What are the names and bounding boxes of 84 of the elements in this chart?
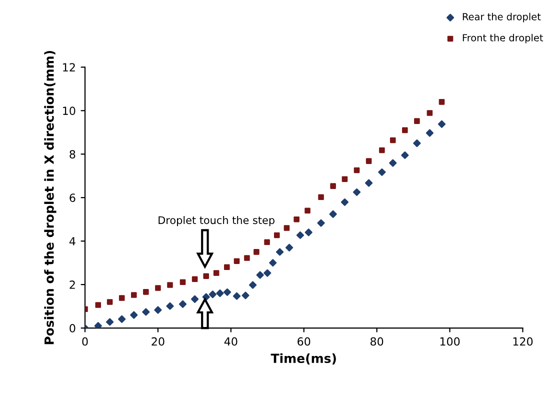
point: [304, 208, 310, 214]
point: [143, 289, 149, 295]
point: [118, 295, 125, 301]
y-tick-label: 6: [70, 194, 76, 202]
point: [208, 290, 216, 298]
point: [224, 264, 230, 270]
point: [294, 216, 300, 222]
point: [296, 231, 304, 240]
point: [304, 228, 312, 236]
point: [242, 292, 250, 300]
point: [203, 273, 210, 279]
point: [95, 302, 102, 308]
point: [414, 118, 420, 124]
point: [256, 271, 264, 279]
x-axis-title: Time(ms): [270, 353, 336, 365]
x-tick-label: 120: [513, 337, 533, 346]
point: [329, 210, 337, 218]
point: [223, 288, 232, 296]
point: [180, 279, 186, 286]
point: [269, 259, 277, 267]
point: [342, 176, 348, 182]
point: [317, 219, 325, 227]
point: [379, 147, 385, 154]
point: [389, 159, 397, 167]
point: [352, 188, 361, 196]
x-tick-label: 0: [82, 337, 88, 346]
point: [390, 137, 396, 144]
x-tick-label: 80: [370, 337, 384, 346]
point: [401, 151, 409, 160]
y-tick-label: 10: [63, 106, 76, 116]
point: [264, 239, 270, 246]
point: [276, 248, 284, 256]
point: [216, 289, 224, 298]
point: [426, 129, 434, 137]
point: [378, 168, 386, 176]
point: [365, 179, 373, 187]
point: [354, 167, 360, 174]
point: [402, 127, 408, 134]
x-tick-label: 60: [298, 337, 310, 346]
point: [340, 198, 349, 206]
annotation: Droplet touch the step: [158, 216, 274, 226]
legend-label: Rear the droplet: [462, 12, 541, 22]
point: [94, 322, 102, 328]
point: [413, 139, 421, 148]
point: [285, 244, 294, 252]
point: [106, 318, 114, 326]
point: [142, 308, 150, 316]
point: [254, 249, 260, 255]
point: [130, 311, 138, 319]
point: [178, 300, 187, 308]
point: [167, 282, 173, 288]
point: [106, 299, 113, 305]
point: [284, 225, 290, 231]
point: [154, 306, 162, 314]
x-tick-label: 100: [440, 337, 460, 346]
point: [426, 110, 433, 116]
point: [264, 269, 272, 277]
point: [191, 295, 199, 303]
legend-label: Front the droplet: [462, 34, 544, 44]
y-axis-title: Position of the droplet in X direction(mm): [44, 50, 56, 344]
point: [192, 276, 198, 282]
point: [244, 255, 250, 261]
x-tick-label: 20: [152, 337, 164, 346]
point: [166, 302, 174, 310]
point: [130, 292, 137, 298]
y-tick-label: 4: [69, 237, 76, 246]
y-tick-label: 2: [70, 280, 75, 289]
point: [118, 315, 126, 323]
point: [234, 258, 240, 264]
point: [274, 232, 280, 238]
x-tick-label: 40: [224, 337, 238, 346]
point: [438, 99, 445, 105]
y-tick-label: 12: [63, 63, 75, 72]
point: [155, 285, 161, 291]
point: [213, 270, 220, 276]
point: [232, 292, 241, 300]
point: [249, 281, 257, 289]
point: [202, 293, 210, 301]
point: [318, 194, 324, 200]
point: [330, 183, 336, 189]
y-tick-label: 0: [70, 324, 76, 332]
point: [438, 120, 446, 128]
point: [366, 158, 372, 164]
y-tick-label: 8: [70, 150, 76, 158]
